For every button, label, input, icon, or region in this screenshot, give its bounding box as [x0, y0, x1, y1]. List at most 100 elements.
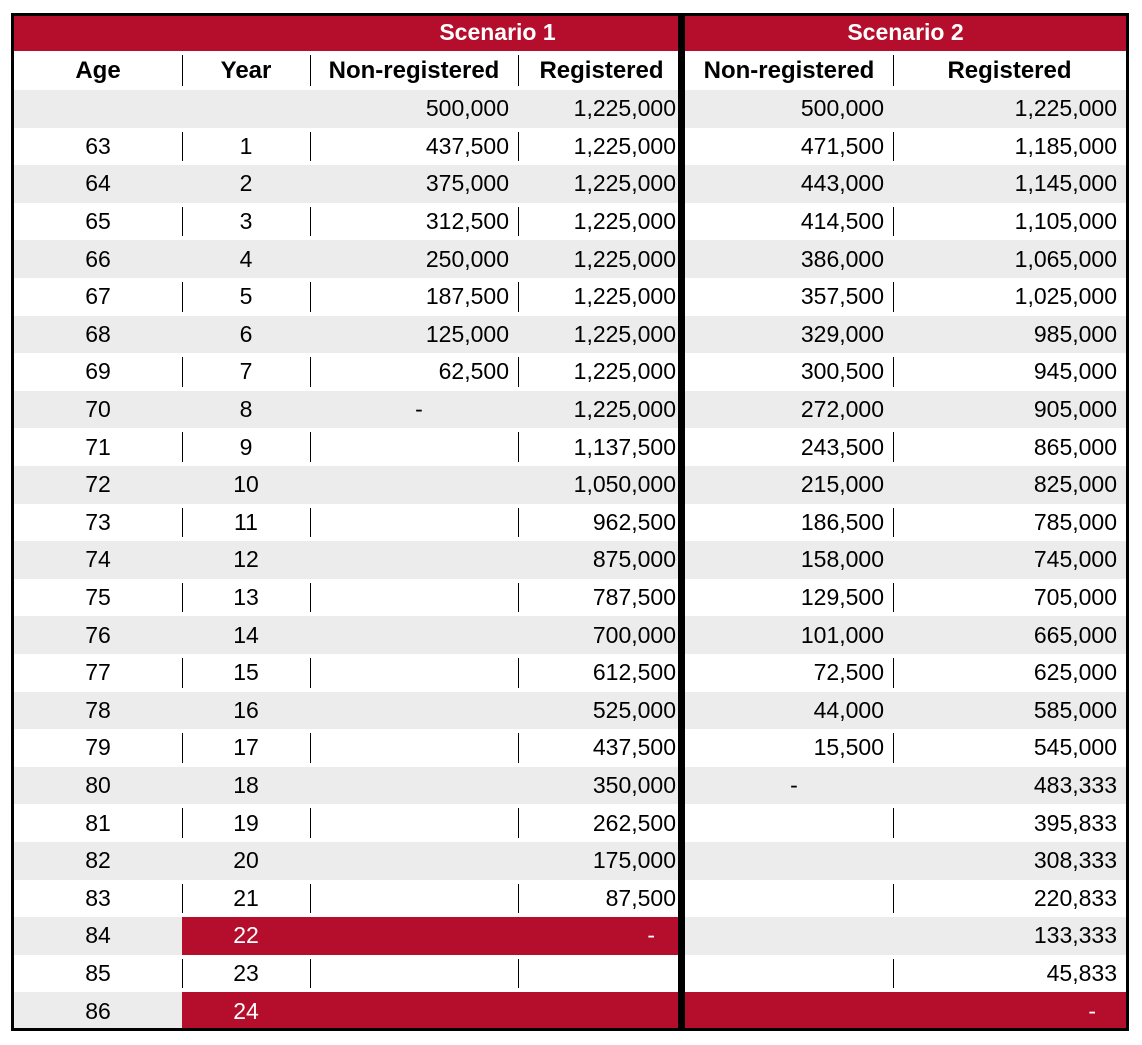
s1-nonregistered-cell: 250,000: [425, 245, 509, 272]
age-cell: 85: [85, 960, 111, 987]
column-divider: [310, 958, 311, 989]
column-divider: [182, 733, 183, 763]
s1-registered-cell: 1,225,000: [573, 95, 676, 122]
age-cell: 83: [85, 884, 111, 911]
column-divider: [182, 55, 183, 86]
age-cell: 65: [85, 208, 111, 235]
year-cell: 10: [233, 471, 259, 498]
s1-registered-cell: 1,050,000: [573, 471, 676, 498]
year-cell: 21: [233, 884, 259, 911]
column-divider: [310, 658, 311, 688]
year-cell: 7: [239, 358, 253, 385]
s2-registered-cell: 665,000: [1033, 621, 1117, 648]
year-cell: 15: [233, 659, 259, 686]
year-cell: 3: [239, 208, 253, 235]
age-cell: 79: [85, 734, 111, 761]
age-cell: 69: [85, 358, 111, 385]
column-divider: [893, 733, 894, 763]
year-cell: 16: [233, 696, 259, 723]
s2-registered-cell: -: [1088, 997, 1096, 1024]
s1-nonregistered-cell: 62,500: [438, 358, 509, 385]
s2-registered-cell: 483,333: [1033, 772, 1117, 799]
s2-nonregistered-cell: 186,500: [800, 508, 884, 535]
row-stripe: [14, 691, 1126, 730]
s2-registered-cell: 585,000: [1033, 696, 1117, 723]
s2-registered-cell: 308,333: [1033, 847, 1117, 874]
s1-registered-cell: 700,000: [592, 621, 676, 648]
scenario-1-depleted-highlight: [182, 992, 681, 1030]
s2-registered-cell: 1,225,000: [1014, 95, 1117, 122]
column-divider: [182, 432, 183, 462]
s1-registered-cell: 87,500: [605, 884, 676, 911]
column-divider: [310, 357, 311, 387]
column-divider: [310, 131, 311, 162]
table-border: [11, 13, 1129, 1031]
s2-nonregistered-cell: 300,500: [800, 358, 884, 385]
column-divider: [310, 55, 311, 86]
age-cell: 70: [85, 396, 111, 423]
s1-registered-cell: 1,225,000: [573, 396, 676, 423]
age-cell: 82: [85, 847, 111, 874]
s1-registered-cell: 1,137,500: [573, 433, 676, 460]
year-cell: 12: [233, 546, 259, 573]
column-divider: [518, 55, 519, 86]
s1-nonregistered-cell: 375,000: [425, 170, 509, 197]
s1-nonregistered-cell: 187,500: [425, 283, 509, 310]
s2-registered-cell: 705,000: [1033, 584, 1117, 611]
s2-nonregistered-cell: 500,000: [800, 95, 884, 122]
s1-registered-cell: 787,500: [592, 584, 676, 611]
column-divider: [893, 883, 894, 914]
age-cell: 72: [85, 471, 111, 498]
column-header: Non-registered: [328, 56, 500, 84]
column-divider: [310, 582, 311, 613]
s2-registered-cell: 985,000: [1033, 320, 1117, 347]
s2-nonregistered-cell: 443,000: [800, 170, 884, 197]
column-divider: [518, 432, 519, 462]
s2-nonregistered-cell: 44,000: [813, 696, 884, 723]
row-stripe: [14, 766, 1126, 805]
s1-registered-cell: 437,500: [592, 734, 676, 761]
column-divider: [518, 808, 519, 838]
row-stripe: [14, 541, 1126, 579]
s1-registered-cell: 1,225,000: [573, 170, 676, 197]
year-cell: 22: [233, 922, 259, 949]
age-cell: 73: [85, 508, 111, 535]
age-cell: 64: [85, 170, 111, 197]
column-divider: [518, 131, 519, 162]
s1-registered-cell: 262,500: [592, 809, 676, 836]
year-cell: 13: [233, 584, 259, 611]
age-cell: 77: [85, 659, 111, 686]
column-divider: [182, 958, 183, 989]
s1-registered-cell: 1,225,000: [573, 358, 676, 385]
column-divider: [518, 958, 519, 989]
column-header: Non-registered: [703, 56, 875, 84]
s2-registered-cell: 545,000: [1033, 734, 1117, 761]
age-cell: 86: [85, 997, 111, 1024]
year-cell: 6: [239, 320, 253, 347]
year-cell: 5: [239, 283, 253, 310]
column-divider: [518, 582, 519, 613]
s1-registered-cell: 1,225,000: [573, 320, 676, 347]
s2-nonregistered-cell: 471,500: [800, 132, 884, 159]
column-divider: [182, 658, 183, 688]
s2-nonregistered-cell: 15,500: [813, 734, 884, 761]
s2-registered-cell: 45,833: [1046, 960, 1117, 987]
s2-registered-cell: 905,000: [1033, 396, 1117, 423]
s2-nonregistered-cell: 272,000: [800, 396, 884, 423]
column-divider: [182, 507, 183, 538]
s2-registered-cell: 395,833: [1033, 809, 1117, 836]
column-divider: [518, 282, 519, 312]
s2-registered-cell: 1,065,000: [1014, 245, 1117, 272]
column-divider: [182, 582, 183, 613]
age-cell: 74: [85, 546, 111, 573]
column-divider: [182, 206, 183, 237]
column-divider: [310, 432, 311, 462]
age-cell: 66: [85, 245, 111, 272]
age-cell: 63: [85, 132, 111, 159]
age-cell: 84: [85, 922, 111, 949]
row-stripe: [14, 466, 1126, 504]
column-divider: [893, 658, 894, 688]
year-cell: 14: [233, 621, 259, 648]
s1-nonregistered-cell: 500,000: [425, 95, 509, 122]
s1-registered-cell: 350,000: [592, 772, 676, 799]
